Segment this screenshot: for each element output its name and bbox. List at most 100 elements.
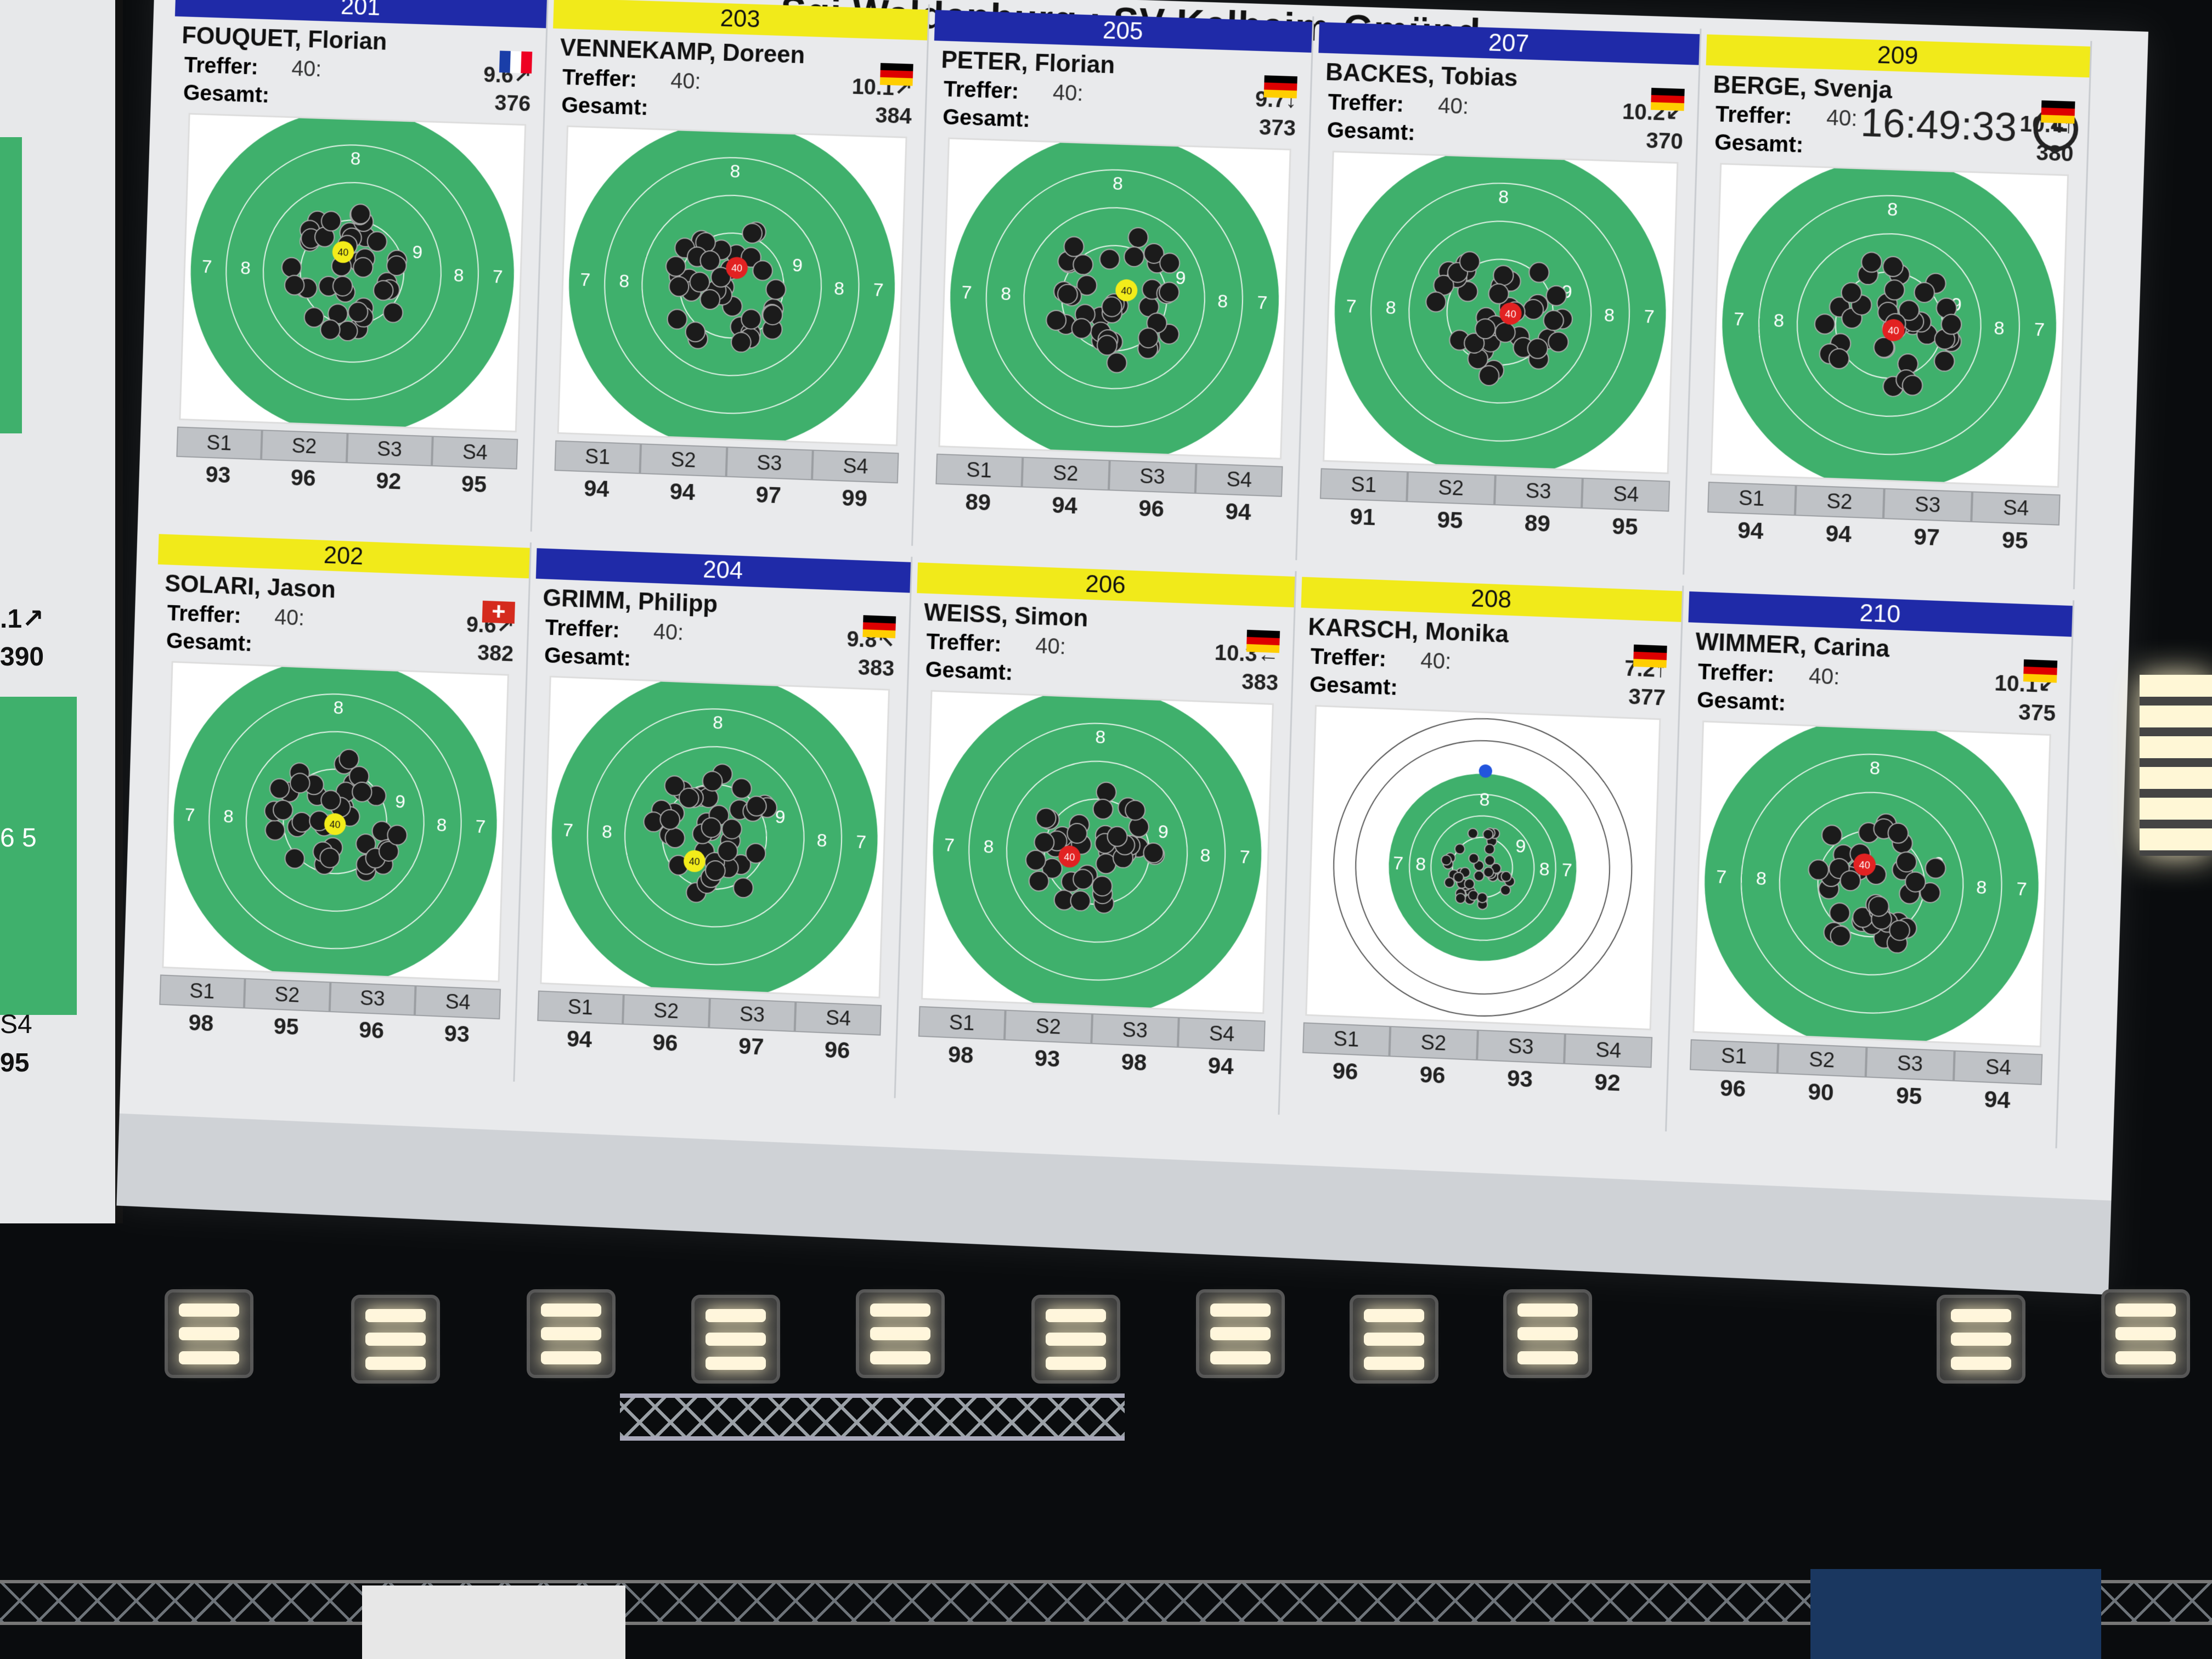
series-label: S4 <box>795 1001 882 1035</box>
shot-hole <box>1100 249 1120 269</box>
shooter-card: 210 WIMMER, Carina Treffer: 40: 10.1↙ Ge… <box>1672 586 2074 1148</box>
shot-hole <box>1426 292 1446 312</box>
ring-number: 9 <box>412 242 423 263</box>
shot-hole <box>1483 829 1493 839</box>
shot-hole <box>1488 284 1509 304</box>
series-label: S3 <box>1091 1013 1179 1048</box>
shot-hole <box>1840 870 1861 891</box>
ring-number: 8 <box>1994 318 2005 339</box>
series-table: S1 S2 S3 S4 98 95 96 93 <box>158 974 501 1052</box>
series-label: S4 <box>432 436 518 469</box>
shot-hole <box>1143 843 1164 863</box>
ring-number: 7 <box>493 266 504 287</box>
adjacent-scoreboard-screen: .1↗ 390 6 5 S4 95 <box>0 0 123 1223</box>
last-shot-number: 40 <box>731 263 742 274</box>
shot-hole <box>292 812 312 832</box>
total-label: Gesamt: <box>1714 130 1826 159</box>
hits-count: 40: <box>291 57 484 87</box>
shot-hole <box>1092 876 1113 896</box>
ring-number: 7 <box>962 282 973 303</box>
shot-hole <box>1477 893 1488 903</box>
ring-number: 8 <box>1774 310 1785 331</box>
shot-target: 8 8 8 7 7 9 40 <box>179 113 526 432</box>
shot-hole <box>1527 338 1548 359</box>
spotlight <box>351 1295 440 1384</box>
hits-count: 40: <box>1808 664 1995 696</box>
ring-number: 8 <box>1113 173 1124 194</box>
shot-hole <box>660 809 680 830</box>
shot-hole <box>1441 855 1452 865</box>
total-label: Gesamt: <box>544 644 653 672</box>
flag-de-icon <box>1651 88 1685 111</box>
series-label: S3 <box>1477 1030 1565 1064</box>
shot-hole <box>387 825 407 845</box>
lane-number: 203 <box>553 0 928 41</box>
target-face: 8 8 8 7 7 9 40 <box>1712 165 2067 486</box>
series-label: S2 <box>1407 471 1495 505</box>
shot-hole <box>1454 872 1464 883</box>
series-label: S2 <box>1022 457 1110 491</box>
ring-number: 8 <box>240 257 251 278</box>
series-score: 96 <box>328 1012 414 1048</box>
series-score: 96 <box>1108 490 1195 527</box>
shot-hole <box>304 307 324 328</box>
shot-hole <box>666 256 686 276</box>
ring-number: 8 <box>602 821 613 843</box>
series-score: 97 <box>1882 519 1971 555</box>
target-face: 8 8 8 7 7 9 40 <box>164 663 507 980</box>
partial-total: 390 <box>0 642 44 672</box>
series-label: S4 <box>812 450 899 484</box>
shot-hole <box>1046 310 1066 330</box>
shot-hole <box>702 817 722 838</box>
ring-number: 7 <box>944 834 955 856</box>
ring-number: 7 <box>856 832 867 853</box>
series-label: S4 <box>1582 478 1671 512</box>
shot-hole <box>282 257 302 278</box>
shot-target: 8 8 8 7 7 9 40 <box>1323 151 1678 475</box>
shot-hole <box>746 843 766 864</box>
shot-hole <box>763 304 783 325</box>
shot-target: 8 8 8 7 7 9 40 <box>1693 720 2051 1047</box>
partial-target-bottom <box>0 697 77 1015</box>
flag-de-icon <box>2023 659 2057 683</box>
flag-ch-icon <box>482 601 515 624</box>
shot-hole <box>1444 877 1455 888</box>
shot-hole <box>753 261 773 281</box>
shot-hole <box>320 848 340 868</box>
series-label: S3 <box>726 447 813 480</box>
shot-hole <box>320 319 340 340</box>
series-label: S4 <box>1971 492 2061 526</box>
target-face: 8 8 8 7 7 9 40 <box>181 115 524 431</box>
ring-number: 8 <box>437 815 448 836</box>
ring-number: 7 <box>1393 853 1404 874</box>
series-score: 97 <box>725 477 812 514</box>
target-face: 8 8 8 7 7 9 40 <box>542 678 888 997</box>
series-score: 96 <box>794 1032 881 1068</box>
ring-number: 8 <box>619 270 630 292</box>
flag-de-icon <box>1246 630 1280 653</box>
series-label: S1 <box>1319 468 1408 502</box>
series-score: 99 <box>811 480 898 516</box>
series-score: 94 <box>536 1021 623 1057</box>
shot-hole <box>742 223 763 244</box>
shot-hole <box>1465 879 1475 889</box>
series-score: 94 <box>1177 1048 1265 1085</box>
total-label: Gesamt: <box>1327 118 1437 146</box>
ring-number: 9 <box>792 255 803 276</box>
shot-hole <box>1107 826 1127 847</box>
shot-hole <box>690 272 710 292</box>
series-label: S4 <box>1564 1034 1653 1068</box>
hits-count: 40: <box>1035 634 1215 665</box>
shot-hole <box>679 788 699 808</box>
ring-number: 8 <box>1870 758 1881 779</box>
series-label: S3 <box>709 998 796 1032</box>
ring-number: 7 <box>475 816 486 838</box>
series-score: 98 <box>158 1005 244 1041</box>
shot-hole <box>1128 227 1149 247</box>
shot-hole <box>1808 860 1829 881</box>
shot-hole <box>1455 844 1465 854</box>
flag-de-icon <box>1264 75 1297 98</box>
hits-label: Treffer: <box>545 616 654 644</box>
flag-fr-icon <box>499 50 532 74</box>
lane-number: 209 <box>1706 35 2091 78</box>
